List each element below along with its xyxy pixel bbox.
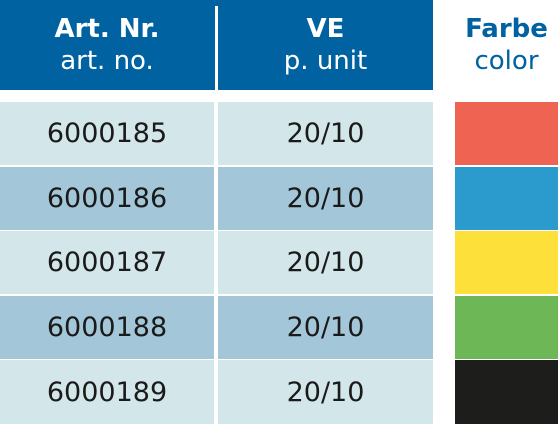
color-swatch bbox=[455, 102, 558, 165]
table-cell: 6000189 bbox=[0, 360, 214, 424]
table-cell: 6000187 bbox=[0, 231, 214, 294]
table-cell: 20/10 bbox=[218, 296, 433, 359]
header-divider bbox=[215, 6, 218, 90]
table-cell: 20/10 bbox=[218, 167, 433, 230]
header-subtitle: color bbox=[474, 46, 539, 76]
header-title: Art. Nr. bbox=[54, 14, 160, 44]
header-subtitle: art. no. bbox=[60, 46, 154, 76]
table-cell: 6000186 bbox=[0, 167, 214, 230]
color-swatch bbox=[455, 360, 558, 424]
header-cell: Art. Nr. art. no. bbox=[0, 0, 214, 90]
header-title: Farbe bbox=[465, 14, 548, 44]
table-cell: 20/10 bbox=[218, 231, 433, 294]
header-title: VE bbox=[306, 14, 345, 44]
color-swatch bbox=[455, 231, 558, 294]
table-cell: 20/10 bbox=[218, 102, 433, 165]
header-cell: Farbe color bbox=[455, 0, 558, 90]
header-cell: VE p. unit bbox=[218, 0, 433, 90]
table-cell: 6000185 bbox=[0, 102, 214, 165]
header-subtitle: p. unit bbox=[283, 46, 368, 76]
table-cell: 6000188 bbox=[0, 296, 214, 359]
color-swatch bbox=[455, 167, 558, 230]
color-swatch bbox=[455, 296, 558, 359]
table-cell: 20/10 bbox=[218, 360, 433, 424]
